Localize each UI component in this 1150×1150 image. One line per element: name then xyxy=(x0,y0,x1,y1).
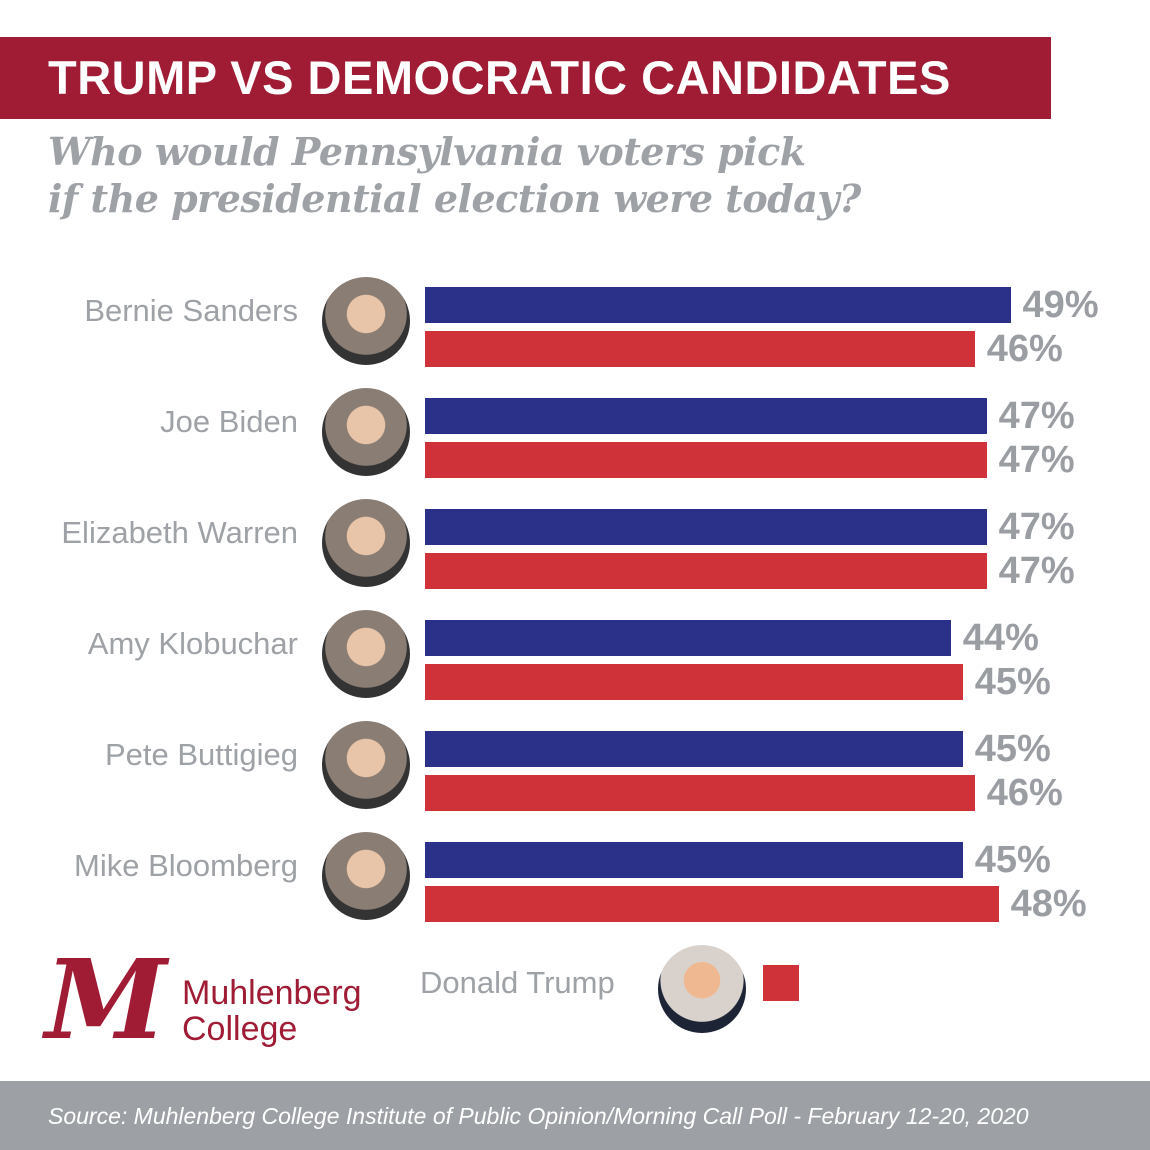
candidate-label: Mike Bloomberg xyxy=(74,848,298,883)
bar-democrat xyxy=(425,509,987,545)
candidate-photo xyxy=(322,610,410,698)
bar-trump xyxy=(425,442,987,478)
value-label-democrat: 47% xyxy=(998,395,1075,437)
value-label-trump: 46% xyxy=(986,772,1063,814)
bar-trump xyxy=(425,886,999,922)
footer-bar xyxy=(0,1081,1150,1150)
candidate-label: Amy Klobuchar xyxy=(87,626,298,661)
bar-democrat xyxy=(425,620,951,656)
value-label-democrat: 44% xyxy=(962,617,1039,659)
chart-subtitle: Who would Pennsylvania voters pick if th… xyxy=(48,128,861,222)
value-label-trump: 47% xyxy=(998,550,1075,592)
bar-trump xyxy=(425,331,975,367)
candidate-label: Elizabeth Warren xyxy=(61,515,298,550)
value-label-trump: 48% xyxy=(1010,883,1087,925)
candidate-label: Pete Buttigieg xyxy=(104,737,298,772)
value-label-democrat: 47% xyxy=(998,506,1075,548)
muhlenberg-logo-mark: M xyxy=(45,935,167,1064)
logo-line-2: College xyxy=(182,1010,298,1048)
value-label-democrat: 45% xyxy=(974,839,1051,881)
subtitle-line-1: Who would Pennsylvania voters pick xyxy=(48,129,806,174)
legend-swatch-trump xyxy=(763,965,799,1001)
candidate-label: Joe Biden xyxy=(160,404,298,439)
candidate-photo xyxy=(322,499,410,587)
value-label-trump: 45% xyxy=(974,661,1051,703)
bar-trump xyxy=(425,553,987,589)
bar-democrat xyxy=(425,731,963,767)
candidate-photo xyxy=(322,277,410,365)
bar-democrat xyxy=(425,287,1011,323)
value-label-democrat: 49% xyxy=(1022,284,1099,326)
bar-trump xyxy=(425,664,963,700)
candidate-photo xyxy=(322,832,410,920)
source-note: Source: Muhlenberg College Institute of … xyxy=(48,1103,1029,1129)
muhlenberg-logo-text: Muhlenberg College xyxy=(182,975,362,1047)
value-label-trump: 46% xyxy=(986,328,1063,370)
value-label-trump: 47% xyxy=(998,439,1075,481)
chart-title: TRUMP VS DEMOCRATIC CANDIDATES xyxy=(48,51,951,104)
bar-trump xyxy=(425,775,975,811)
title-banner xyxy=(0,37,1051,119)
bar-democrat xyxy=(425,398,987,434)
value-label-democrat: 45% xyxy=(974,728,1051,770)
candidate-label: Bernie Sanders xyxy=(84,293,298,328)
candidate-photo xyxy=(322,721,410,809)
subtitle-line-2: if the presidential election were today? xyxy=(48,176,861,221)
legend-label-trump: Donald Trump xyxy=(420,965,615,1000)
bar-democrat xyxy=(425,842,963,878)
candidate-photo xyxy=(322,388,410,476)
logo-line-1: Muhlenberg xyxy=(182,974,362,1012)
trump-photo xyxy=(658,945,746,1033)
